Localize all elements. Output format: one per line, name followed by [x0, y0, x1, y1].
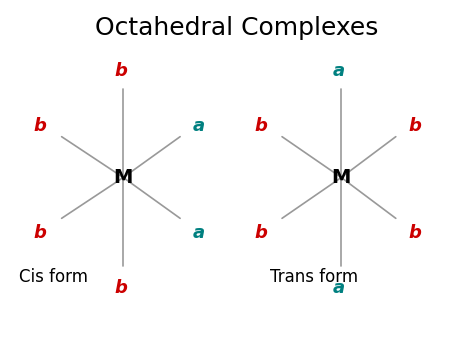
Text: Octahedral Complexes: Octahedral Complexes — [95, 16, 379, 40]
Text: b: b — [114, 279, 128, 296]
Text: a: a — [193, 117, 205, 135]
Text: b: b — [408, 117, 421, 135]
Text: b: b — [34, 117, 47, 135]
Text: a: a — [333, 62, 345, 80]
Text: b: b — [114, 62, 128, 80]
Text: b: b — [34, 224, 47, 241]
Text: b: b — [408, 224, 421, 241]
Text: b: b — [254, 224, 267, 241]
Text: a: a — [193, 224, 205, 241]
Text: M: M — [114, 168, 133, 187]
Text: Trans form: Trans form — [270, 268, 358, 286]
Text: a: a — [333, 279, 345, 296]
Text: M: M — [332, 168, 351, 187]
Text: b: b — [254, 117, 267, 135]
Text: Cis form: Cis form — [19, 268, 88, 286]
